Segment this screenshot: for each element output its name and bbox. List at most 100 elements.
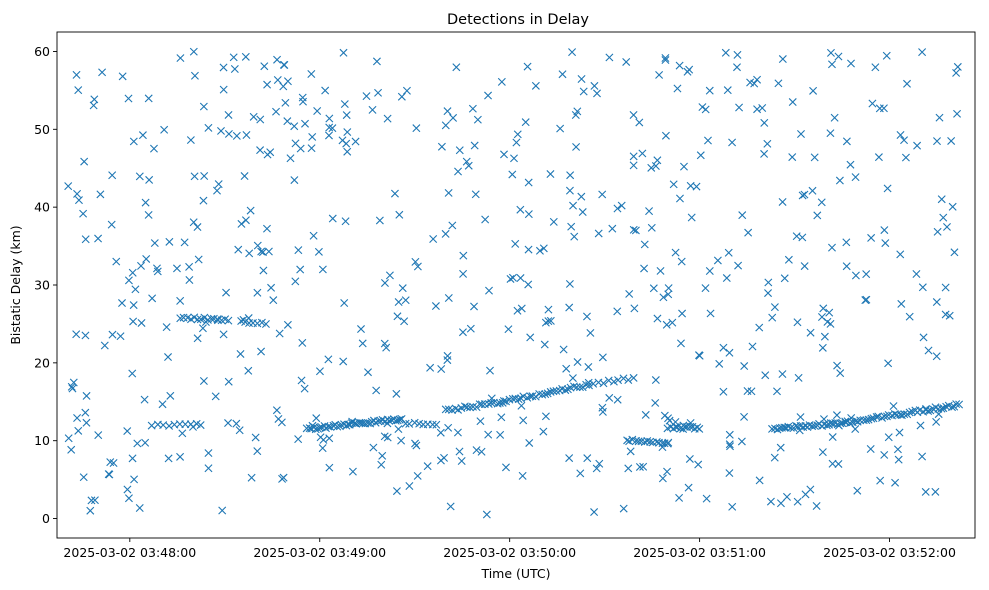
data-point [613,395,622,404]
track-point [315,423,324,432]
data-point [953,109,962,118]
data-point [784,255,793,264]
data-point [818,448,827,457]
y-axis: 0 10 20 30 40 50 60 [34,44,57,526]
data-point [641,410,650,419]
data-point [916,421,925,430]
data-point [444,423,453,432]
data-point [952,68,961,77]
data-point [339,48,348,57]
data-point [232,131,241,140]
data-point [523,62,532,71]
data-point [362,92,371,101]
data-point [744,228,753,237]
data-point [82,418,91,427]
data-point [459,251,468,260]
data-point [411,257,420,266]
data-point [698,103,707,112]
track-point [619,374,628,383]
data-point [369,443,378,452]
data-point [846,160,855,169]
data-point [817,198,826,207]
data-point [219,330,228,339]
track-point [477,400,486,409]
track-point [561,386,570,395]
data-point [776,499,785,508]
data-point [705,86,714,95]
data-point [725,430,734,439]
data-point [380,432,389,441]
data-point [263,150,272,159]
data-point [497,413,506,422]
data-point [664,290,673,299]
data-point [74,86,83,95]
data-point [158,400,167,409]
data-point [556,124,565,133]
data-point [199,196,208,205]
y-axis-label: Bistatic Delay (km) [8,225,23,344]
data-point [897,299,906,308]
data-point [565,279,574,288]
x-tick-label: 2025-03-02 03:48:00 [63,545,196,560]
data-point [590,508,599,517]
data-point [668,318,677,327]
data-point [342,111,351,120]
data-point [272,107,281,116]
data-point [835,176,844,185]
track-point [192,419,201,428]
data-point [351,137,360,146]
data-point [733,50,742,59]
data-point [281,98,290,107]
data-point [539,244,548,253]
data-point [160,125,169,134]
data-point [685,65,694,74]
data-point [760,118,769,127]
data-point [546,316,555,325]
data-point [300,384,309,393]
track-point [937,404,946,413]
data-point [124,276,133,285]
data-point [583,454,592,463]
data-point [932,352,941,361]
track-point [441,405,450,414]
data-point [629,152,638,161]
data-point [454,167,463,176]
data-point [526,333,535,342]
data-point [283,117,292,126]
data-point [213,186,222,195]
data-point [919,333,928,342]
data-point [482,510,491,519]
data-point [568,48,577,57]
data-point [437,364,446,373]
data-point [176,452,185,461]
data-point [571,110,580,119]
track-point [952,400,961,409]
data-point [372,386,381,395]
data-point [253,447,262,456]
data-point [107,220,116,229]
data-point [90,496,99,505]
data-point [513,306,522,315]
data-point [118,299,127,308]
data-point [296,265,305,274]
data-point [559,345,568,354]
data-point [809,86,818,95]
y-tick-label: 10 [34,433,50,448]
data-point [836,369,845,378]
data-point [598,353,607,362]
data-point [189,218,198,227]
data-point [595,459,604,468]
data-point [948,202,957,211]
data-point [830,113,839,122]
track-point [905,408,914,417]
data-point [764,289,773,298]
data-point [241,52,250,61]
data-point [766,497,775,506]
data-point [251,433,260,442]
data-point [834,459,843,468]
data-point [217,126,225,135]
data-point [257,247,266,256]
data-point [687,213,696,222]
track-point [786,423,795,432]
data-point [240,172,249,181]
